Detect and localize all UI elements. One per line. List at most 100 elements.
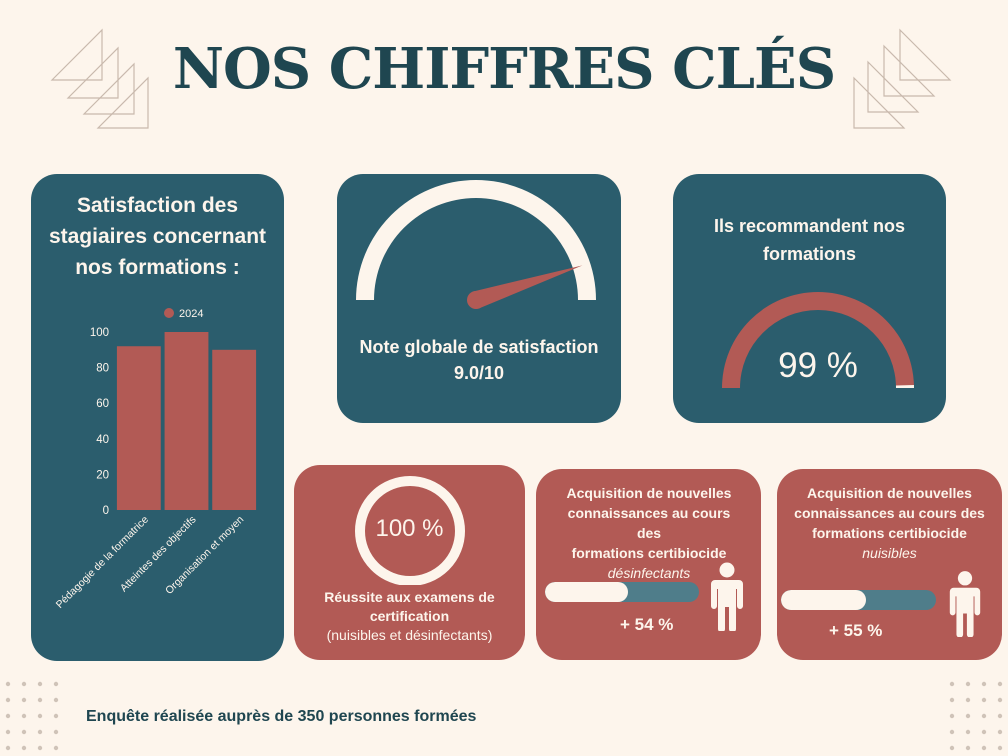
triangles-decoration-left [50,28,149,129]
exam-label-line: Réussite aux examens de [324,589,495,605]
decoration-dot [5,681,11,687]
decoration-dot [997,713,1003,719]
progress-bar [545,582,699,602]
footer-note: Enquête réalisée auprès de 350 personnes… [86,708,477,725]
person-icon [711,562,743,631]
decoration-dot [53,697,59,703]
exam-label: Réussite aux examens de certification (n… [294,588,525,645]
acquisition-value: + 55 % [829,621,883,640]
satisfaction-bar-chart: 2024 0 20 40 60 80 100 Pédagogie de la formatri… [54,308,257,611]
decoration-dot [5,745,11,751]
acquisition-line: connaissances au cours des [567,505,731,541]
decoration-dot [965,697,971,703]
y-tick-label: 40 [96,434,109,446]
acquisition-line: Acquisition de nouvelles [566,485,732,501]
satisfaction-title-line: Satisfaction des [76,194,239,217]
decoration-dot [21,713,27,719]
acquisition-emphasis: nuisibles [862,545,917,561]
decoration-dot [37,713,43,719]
recommend-arc-remainder [895,384,914,388]
recommend-value: 99 % [778,346,858,385]
decoration-dot [21,729,27,735]
decoration-dot [37,745,43,751]
decoration-dot [53,729,59,735]
decoration-dot [37,697,43,703]
y-tick-label: 60 [96,398,109,410]
acquisition-card-nuisibles: Acquisition de nouvelles connaissances a… [777,469,1002,660]
satisfaction-card: Satisfaction des stagiaires concernant n… [31,174,284,661]
decoration-dot [53,681,59,687]
recommend-title-line: formations [762,244,856,264]
triangles-decoration-right [853,28,952,129]
person-icon [949,571,981,637]
acquisition-line: formations certibiocide [571,545,727,561]
exam-card: 100 % Réussite aux examens de certificat… [294,465,525,660]
legend-label: 2024 [179,308,203,320]
recommend-title: Ils recommandent nos formations [673,212,946,268]
global-note-value: 9.0/10 [453,363,505,383]
gauge-needle [473,265,583,309]
decoration-dot [949,681,955,687]
satisfaction-gauge [356,180,596,309]
dots-decoration-right [949,681,1003,751]
x-tick-label: Pédagogie de la formatrice [54,514,151,611]
decoration-dot [965,681,971,687]
decoration-dot [37,729,43,735]
chart-bar [116,346,161,510]
y-tick-label: 80 [96,363,109,375]
acquisition-text: Acquisition de nouvelles connaissances a… [787,483,992,563]
decoration-dot [981,697,987,703]
gauge-needle-hub [467,291,485,309]
progress-bar-fill [545,582,629,602]
satisfaction-title-line: nos formations : [75,256,240,279]
acquisition-line: connaissances au cours des [794,505,985,521]
decoration-dot [981,681,987,687]
acquisition-line: formations certibiocide [812,525,967,541]
acquisition-card-desinfectants: Acquisition de nouvelles connaissances a… [536,469,761,660]
exam-label-line: (nuisibles et désinfectants) [326,627,493,643]
decoration-dot [965,745,971,751]
recommend-arc [722,292,914,388]
satisfaction-title: Satisfaction des stagiaires concernant n… [31,190,284,283]
chart-bar [164,332,209,510]
decoration-dot [949,713,955,719]
decoration-dot [37,681,43,687]
acquisition-emphasis: désinfectants [607,565,691,581]
decoration-dot [21,697,27,703]
decoration-dot [949,745,955,751]
exam-ring [355,476,465,585]
decoration-dot [949,729,955,735]
recommend-card: Ils recommandent nos formations 99 % [673,174,946,423]
global-note-card: Note globale de satisfaction 9.0/10 [337,174,621,423]
dots-decoration-left [5,681,59,751]
x-tick-label: Organisation et moyen [163,514,246,597]
decoration-dot [965,713,971,719]
decoration-dot [5,729,11,735]
decoration-dot [21,681,27,687]
global-note-text: Note globale de satisfaction 9.0/10 [337,334,621,386]
decoration-dot [997,745,1003,751]
decoration-dot [981,713,987,719]
chart-bar [212,349,257,510]
recommend-arc-fill [722,292,914,388]
exam-label-line: certification [369,608,450,624]
y-tick-label: 0 [103,505,109,517]
decoration-dot [21,745,27,751]
recommend-title-line: Ils recommandent nos [713,216,906,236]
page-title: NOS CHIFFRES CLÉS [172,36,836,102]
decoration-dot [5,697,11,703]
global-note-label: Note globale de satisfaction [359,337,599,357]
exam-value: 100 % [375,515,444,542]
decoration-dot [949,697,955,703]
decoration-dot [53,713,59,719]
decoration-dot [997,729,1003,735]
decoration-dot [981,745,987,751]
decoration-dot [5,713,11,719]
chart-legend: 2024 [164,308,203,320]
decoration-dot [965,729,971,735]
progress-bar [781,590,936,610]
gauge-arc [356,180,596,300]
legend-swatch [164,308,174,318]
decoration-dot [981,729,987,735]
satisfaction-title-line: stagiaires concernant [48,225,267,248]
